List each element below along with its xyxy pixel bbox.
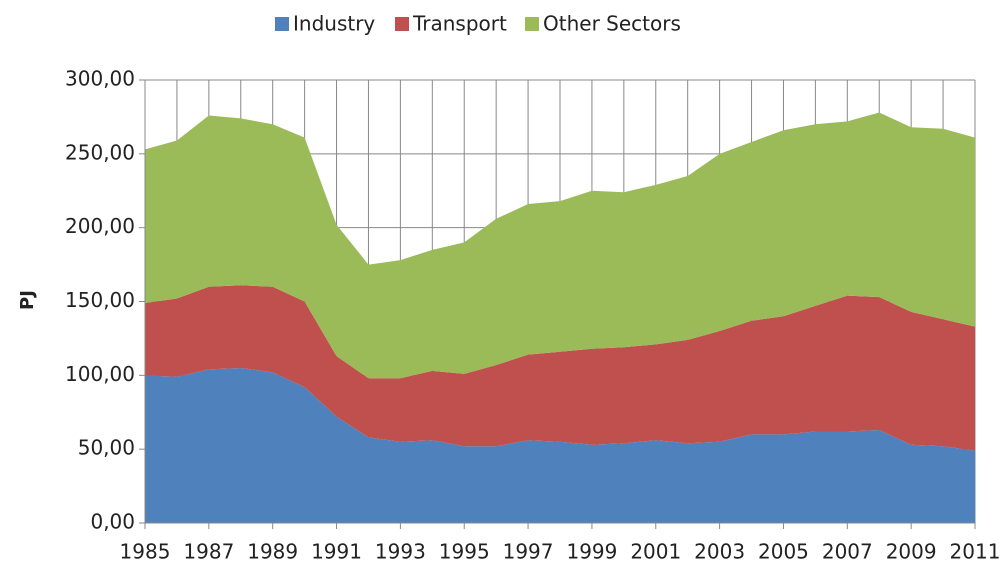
y-tick-label: 100,00	[65, 362, 135, 386]
y-tick-label: 250,00	[65, 140, 135, 164]
area	[145, 112, 975, 379]
y-tick-label: 50,00	[78, 436, 135, 460]
x-tick-label: 2005	[758, 540, 809, 564]
legend-label: Other Sectors	[543, 12, 681, 36]
y-tick-label: 200,00	[65, 214, 135, 238]
x-tick-label: 1987	[183, 540, 234, 564]
x-tick-label: 1995	[439, 540, 490, 564]
legend-label: Industry	[293, 12, 375, 36]
area	[145, 285, 975, 451]
x-tick-label: 1997	[503, 540, 554, 564]
x-tick-label: 2009	[886, 540, 937, 564]
y-tick-label: 150,00	[65, 288, 135, 312]
y-axis-label: PJ	[17, 290, 38, 310]
legend-swatch	[275, 17, 289, 31]
x-tick-label: 1989	[247, 540, 298, 564]
x-tick-label: 2007	[822, 540, 873, 564]
area	[145, 367, 975, 523]
x-tick-label: 1985	[120, 540, 171, 564]
legend-swatch	[525, 17, 539, 31]
x-tick-label: 1991	[311, 540, 362, 564]
x-tick-label: 1999	[566, 540, 617, 564]
x-tick-label: 2003	[694, 540, 745, 564]
y-tick-label: 300,00	[65, 67, 135, 91]
x-tick-label: 2001	[630, 540, 681, 564]
legend-label: Transport	[412, 12, 507, 36]
y-tick-label: 0,00	[90, 510, 135, 534]
x-tick-label: 2011	[950, 540, 1001, 564]
legend-swatch	[395, 17, 409, 31]
x-tick-label: 1993	[375, 540, 426, 564]
